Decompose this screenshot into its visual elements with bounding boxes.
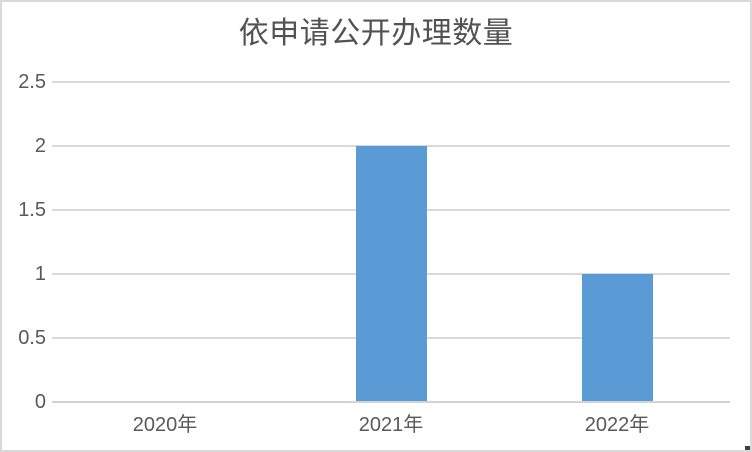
y-gridline — [52, 81, 730, 83]
x-tick-label: 2022年 — [584, 414, 650, 436]
y-tick-label: 2 — [34, 135, 46, 157]
y-tick-label: 2.5 — [18, 71, 46, 93]
bar — [581, 274, 653, 402]
corner-mark — [745, 446, 750, 450]
bar — [355, 146, 427, 402]
y-tick-label: 0 — [34, 391, 46, 413]
x-axis-line — [52, 401, 730, 403]
y-tick-label: 1.5 — [18, 199, 46, 221]
y-tick-label: 1 — [34, 263, 46, 285]
chart-title: 依申请公开办理数量 — [238, 17, 514, 50]
y-tick-label: 0.5 — [18, 327, 46, 349]
x-tick-label: 2021年 — [358, 414, 424, 436]
x-tick-label: 2020年 — [132, 414, 198, 436]
